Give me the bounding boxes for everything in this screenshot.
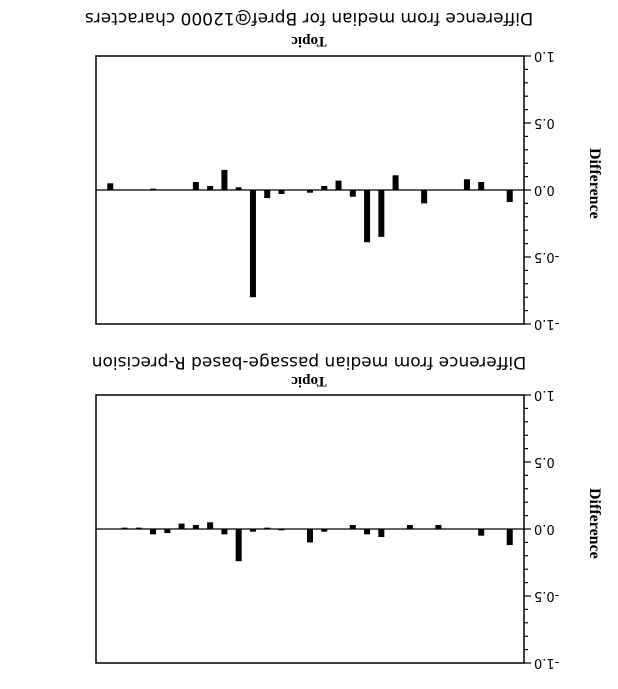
bar (235, 187, 242, 190)
bar (278, 529, 285, 531)
chart-title: Difference from median for Bpref@12000 c… (84, 8, 534, 28)
x-axis-label: Topic (291, 373, 327, 389)
bar (221, 529, 228, 535)
bar (463, 179, 470, 190)
x-axis-label: Topic (291, 33, 327, 49)
bar (392, 175, 399, 190)
bar (364, 529, 371, 535)
y-tick-label: 0.5 (534, 454, 555, 469)
bar (121, 527, 128, 529)
bar (378, 529, 385, 538)
bar (164, 529, 171, 534)
bar (135, 527, 142, 529)
bar (364, 190, 371, 243)
chart-panel-bpref: Difference -1.0 -0.5 0.0 0.5 1.0 Topic Diffe… (0, 8, 618, 350)
bar (264, 527, 271, 529)
bar (378, 190, 385, 237)
bar (235, 529, 242, 562)
bar (307, 190, 313, 193)
bar (349, 524, 356, 529)
bar (278, 190, 285, 195)
bar (150, 529, 157, 535)
bar (307, 529, 313, 543)
chart-title: Difference from median passage-based R-p… (91, 352, 527, 372)
bar (349, 190, 356, 197)
y-tick-label: -0.5 (534, 588, 559, 603)
bar (478, 529, 485, 536)
bar (478, 181, 485, 190)
bar (321, 185, 328, 190)
bar (207, 185, 214, 190)
bar (107, 183, 114, 190)
y-tick-label: 1.0 (534, 48, 555, 63)
bar (264, 190, 271, 199)
chart-svg: -1.0 -0.5 0.0 0.5 1.0 (95, 387, 559, 670)
bar (421, 190, 428, 204)
bar (178, 523, 185, 529)
y-tick-label: 0.5 (534, 115, 555, 130)
chart-panel-r-precision: Difference -1.0 -0.5 0.0 0.5 1.0 Topic Diffe… (0, 349, 618, 689)
y-tick-label: 0.0 (534, 521, 555, 536)
bar (249, 190, 256, 298)
bar (435, 524, 442, 529)
bar (506, 190, 513, 203)
bar (249, 529, 256, 532)
y-tick-label: 1.0 (534, 387, 555, 402)
bar (506, 529, 513, 546)
bar (192, 181, 199, 190)
bar (406, 524, 413, 529)
bar (221, 169, 228, 190)
bar (207, 522, 214, 529)
bar (192, 524, 199, 529)
y-tick-label: 0.0 (534, 182, 555, 197)
chart-svg: -1.0 -0.5 0.0 0.5 1.0 (95, 48, 559, 331)
bar (321, 529, 328, 532)
y-tick-label: -1.0 (534, 316, 559, 331)
bar (150, 188, 157, 190)
y-tick-label: -0.5 (534, 249, 559, 264)
y-tick-label: -1.0 (534, 655, 559, 670)
bar (335, 180, 342, 190)
